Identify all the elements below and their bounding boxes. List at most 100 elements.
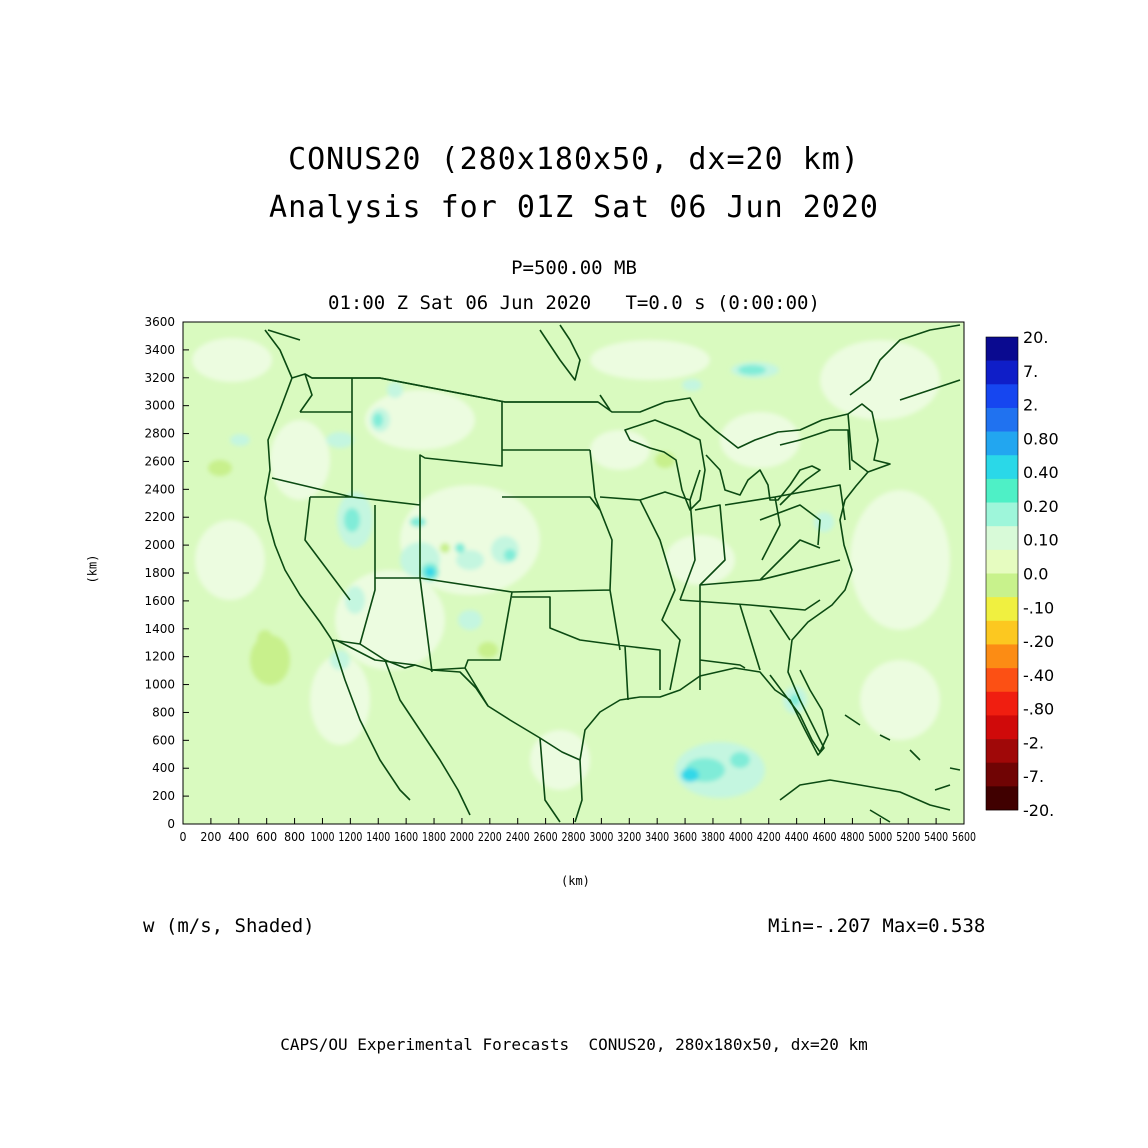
colorbar-swatch <box>986 455 1018 480</box>
x-tick-label: 5400 <box>924 830 948 844</box>
colorbar-label: -.40 <box>1023 666 1054 685</box>
colorbar-label: -7. <box>1023 767 1044 786</box>
x-tick-label: 3600 <box>673 830 697 844</box>
canada-coast <box>264 324 961 413</box>
colorbar-swatch <box>986 407 1018 432</box>
chart-subtitle: Analysis for 01Z Sat 06 Jun 2020 <box>269 190 879 225</box>
colorbar-swatch <box>986 431 1018 456</box>
colorbar-swatch <box>986 715 1018 740</box>
state-boundaries <box>271 378 869 701</box>
x-tick-label: 5200 <box>896 830 920 844</box>
y-tick-label: 1800 <box>144 566 175 580</box>
great-lakes <box>624 419 821 511</box>
colorbar-swatch <box>986 644 1018 669</box>
y-tick-label: 2400 <box>144 482 175 496</box>
colorbar-label: -20. <box>1023 801 1054 820</box>
x-tick-label: 0 <box>180 830 187 844</box>
colorbar-label: 0.80 <box>1023 429 1059 448</box>
colorbar-label: -2. <box>1023 733 1044 752</box>
colorbar-swatch <box>986 597 1018 622</box>
colorbar-swatch <box>986 668 1018 693</box>
x-tick-label: 2800 <box>562 830 586 844</box>
colorbar-swatch <box>986 762 1018 787</box>
colorbar-swatch <box>986 384 1018 409</box>
x-tick-label: 5600 <box>952 830 976 844</box>
colorbar-swatch <box>986 337 1018 361</box>
w-field-shading <box>192 338 950 798</box>
strong-upward-areas <box>425 567 699 782</box>
colorbar-swatch <box>986 549 1018 574</box>
florida-peninsula <box>769 669 829 753</box>
y-tick-label: 800 <box>152 705 175 719</box>
y-tick-label: 2000 <box>144 538 175 552</box>
x-tick-label: 800 <box>284 830 305 844</box>
y-tick-label: 3000 <box>144 399 175 413</box>
y-tick-label: 1000 <box>144 678 175 692</box>
weak-downward-areas <box>208 452 675 685</box>
x-tick-label: 4600 <box>813 830 837 844</box>
near-zero-areas <box>192 338 950 790</box>
colorbar-swatch <box>986 526 1018 551</box>
y-tick-label: 3400 <box>144 343 175 357</box>
colorbar: 20. 7. 2. 0.80 0.40 0.20 0.10 0.0 -.10 -.20 -.40 -.… <box>985 328 1059 820</box>
colorbar-label: 0.10 <box>1023 531 1059 550</box>
x-tick-label: 4400 <box>785 830 809 844</box>
colorbar-swatch <box>986 739 1018 763</box>
colorbar-swatch <box>986 478 1018 503</box>
y-tick-label: 3200 <box>144 371 175 385</box>
colorbar-label: 0.20 <box>1023 497 1059 516</box>
y-tick-label: 200 <box>152 789 175 803</box>
x-tick-label: 2200 <box>478 830 502 844</box>
x-tick-label: 5000 <box>868 830 892 844</box>
x-tick-label: 1800 <box>422 830 446 844</box>
geographic-boundaries <box>264 324 961 823</box>
x-tick-label: 1000 <box>310 830 334 844</box>
colorbar-swatch <box>986 502 1018 527</box>
y-tick-label: 400 <box>152 761 175 775</box>
baja-peninsula <box>331 639 471 816</box>
y-tick-label: 3600 <box>144 315 175 329</box>
colorbar-label: 20. <box>1023 328 1048 347</box>
chart-title: CONUS20 (280x180x50, dx=20 km) <box>288 142 860 177</box>
colorbar-label: -.80 <box>1023 700 1054 719</box>
x-tick-label: 2400 <box>506 830 530 844</box>
footer-credit: CAPS/OU Experimental Forecasts CONUS20, … <box>280 1035 868 1054</box>
x-tick-label: 1400 <box>366 830 390 844</box>
variable-label: w (m/s, Shaded) <box>143 915 315 937</box>
colorbar-swatch <box>986 620 1018 645</box>
colorbar-swatch <box>986 573 1018 598</box>
y-tick-label: 1600 <box>144 594 175 608</box>
x-tick-label: 1600 <box>394 830 418 844</box>
colorbar-label: 0.40 <box>1023 463 1059 482</box>
x-tick-label: 3200 <box>617 830 641 844</box>
x-tick-label: 4000 <box>729 830 753 844</box>
x-tick-label: 600 <box>256 830 277 844</box>
pressure-level-label: P=500.00 MB <box>511 257 637 279</box>
x-tick-label: 200 <box>200 830 221 844</box>
x-tick-label: 3800 <box>701 830 725 844</box>
us-canada-border <box>312 377 598 403</box>
y-tick-label: 1200 <box>144 650 175 664</box>
y-axis-ticks: 0 200 400 600 800 1000 1200 1400 1600 1800 2000 220… <box>144 315 189 831</box>
y-tick-label: 2200 <box>144 510 175 524</box>
mexico-border <box>335 639 561 823</box>
colorbar-frame <box>985 336 1019 811</box>
colorbar-label: 0.0 <box>1023 565 1048 584</box>
y-tick-label: 2600 <box>144 454 175 468</box>
x-tick-label: 2000 <box>450 830 474 844</box>
x-tick-label: 3400 <box>645 830 669 844</box>
x-tick-label: 4200 <box>757 830 781 844</box>
x-tick-label: 4800 <box>840 830 864 844</box>
y-tick-label: 2800 <box>144 427 175 441</box>
x-axis-ticks: 0 200 400 600 800 1000 1200 1400 1600 1800 2000 220… <box>180 818 976 844</box>
colorbar-label: 7. <box>1023 362 1038 381</box>
min-max-label: Min=-.207 Max=0.538 <box>768 915 986 937</box>
x-tick-label: 1200 <box>338 830 362 844</box>
colorbar-label: -.10 <box>1023 598 1054 617</box>
colorbar-swatch <box>986 360 1018 385</box>
colorbar-label: 2. <box>1023 396 1038 415</box>
colorbar-label: -.20 <box>1023 632 1054 651</box>
colorbar-swatch <box>986 786 1018 811</box>
cuba-caribbean <box>779 714 961 823</box>
